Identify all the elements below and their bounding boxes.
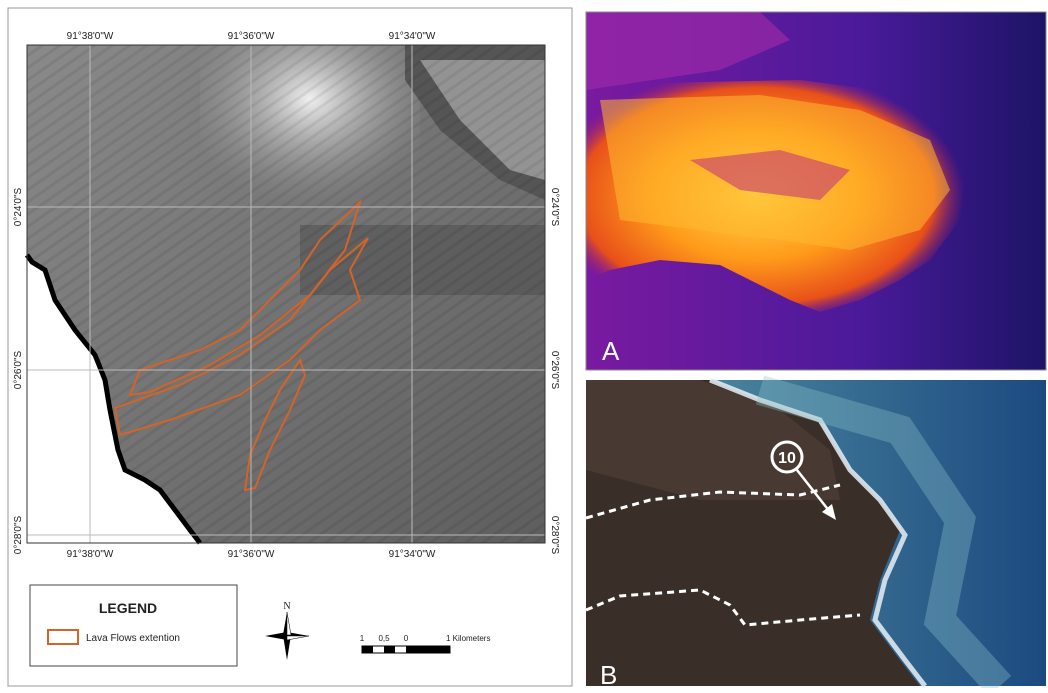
top-label: 91°36'0"W — [228, 31, 275, 42]
panel-b: 10 B — [586, 380, 1046, 688]
scale-label: 0,5 — [378, 634, 390, 643]
panel-a: A — [586, 12, 1046, 370]
figure: 91°38'0"W 91°36'0"W 91°34'0"W 91°38'0"W … — [0, 0, 1048, 688]
north-label: N — [283, 601, 290, 612]
scale-label: 1 Kilometers — [446, 634, 490, 643]
right-label: 0°26'0"S — [549, 351, 560, 390]
left-label: 0°28'0"S — [13, 515, 24, 554]
callout-label: 10 — [778, 450, 796, 467]
bottom-label: 91°36'0"W — [228, 549, 275, 560]
bottom-label: 91°38'0"W — [67, 549, 114, 560]
panel-label: B — [600, 660, 617, 688]
right-label: 0°28'0"S — [549, 516, 560, 555]
right-label: 0°24'0"S — [549, 188, 560, 227]
panel-label: A — [602, 336, 620, 366]
left-label: 0°24'0"S — [13, 187, 24, 226]
bottom-label: 91°34'0"W — [389, 549, 436, 560]
top-label: 91°38'0"W — [67, 31, 114, 42]
left-label: 0°26'0"S — [13, 350, 24, 389]
scale-label: 0 — [404, 634, 409, 643]
legend-title: LEGEND — [99, 600, 157, 616]
top-label: 91°34'0"W — [389, 31, 436, 42]
scale-label: 1 — [360, 634, 365, 643]
legend-box — [30, 585, 237, 666]
map — [27, 45, 545, 543]
legend-item: Lava Flows extention — [86, 633, 180, 644]
